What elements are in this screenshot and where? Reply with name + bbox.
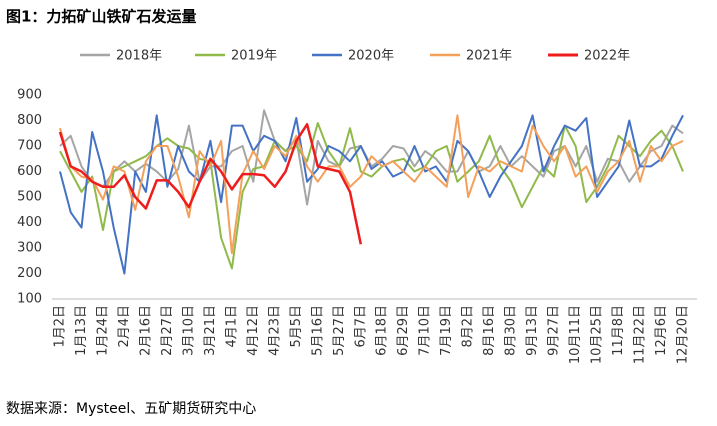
x-tick-label: 2月27日 (160, 305, 175, 356)
x-tick-label: 11月8日 (611, 305, 626, 356)
legend-label: 2020年 (348, 49, 394, 64)
x-tick-label: 6月29日 (396, 305, 411, 356)
legend-label: 2021年 (466, 49, 512, 64)
x-tick-label: 3月21日 (203, 305, 218, 356)
x-tick-label: 10月11日 (568, 305, 583, 364)
x-tick-label: 2月16日 (138, 305, 153, 356)
x-tick-label: 1月13日 (74, 305, 89, 356)
series-line (59, 114, 684, 255)
y-tick-label: 900 (17, 88, 42, 103)
legend-label: 2018年 (116, 49, 162, 64)
x-tick-label: 8月16日 (482, 305, 497, 356)
x-tick-label: 7月10日 (418, 305, 433, 356)
chart-title: 图1：力拓矿山铁矿石发运量 (6, 8, 196, 26)
y-tick-label: 200 (17, 266, 42, 281)
x-tick-label: 4月23日 (267, 305, 282, 356)
x-tick-label: 4月12日 (246, 305, 261, 356)
x-tick-label: 6月18日 (375, 305, 390, 356)
x-tick-label: 8月30日 (504, 305, 519, 356)
y-tick-label: 700 (17, 139, 42, 154)
x-tick-label: 1月2日 (53, 305, 68, 348)
x-tick-label: 3月10日 (181, 305, 196, 356)
y-tick-label: 800 (17, 113, 42, 128)
x-tick-label: 12月6日 (654, 305, 669, 356)
x-tick-label: 12月20日 (676, 305, 691, 364)
x-tick-label: 5月16日 (310, 305, 325, 356)
x-tick-label: 2月4日 (117, 305, 132, 348)
series-line (58, 123, 363, 245)
source-note: 数据来源：Mysteel、五矿期货研究中心 (6, 400, 256, 417)
x-tick-label: 4月1日 (224, 305, 239, 348)
legend-label: 2019年 (231, 49, 277, 64)
series-line (59, 122, 684, 270)
y-tick-label: 300 (17, 241, 42, 256)
legend-label: 2022年 (584, 49, 630, 64)
x-tick-label: 5月27日 (332, 305, 347, 356)
y-tick-label: 600 (17, 164, 42, 179)
x-tick-label: 1月24日 (95, 305, 110, 356)
y-tick-label: 100 (17, 292, 42, 307)
x-tick-label: 9月27日 (547, 305, 562, 356)
x-tick-label: 9月13日 (525, 305, 540, 356)
y-tick-label: 400 (17, 215, 42, 230)
x-tick-label: 5月5日 (289, 305, 304, 348)
y-tick-label: 500 (17, 190, 42, 205)
x-tick-label: 8月2日 (461, 305, 476, 348)
x-tick-label: 10月25日 (590, 305, 605, 364)
x-tick-label: 11月22日 (633, 305, 648, 364)
x-tick-label: 6月7日 (353, 305, 368, 348)
x-tick-label: 7月19日 (439, 305, 454, 356)
series-line (59, 114, 684, 275)
